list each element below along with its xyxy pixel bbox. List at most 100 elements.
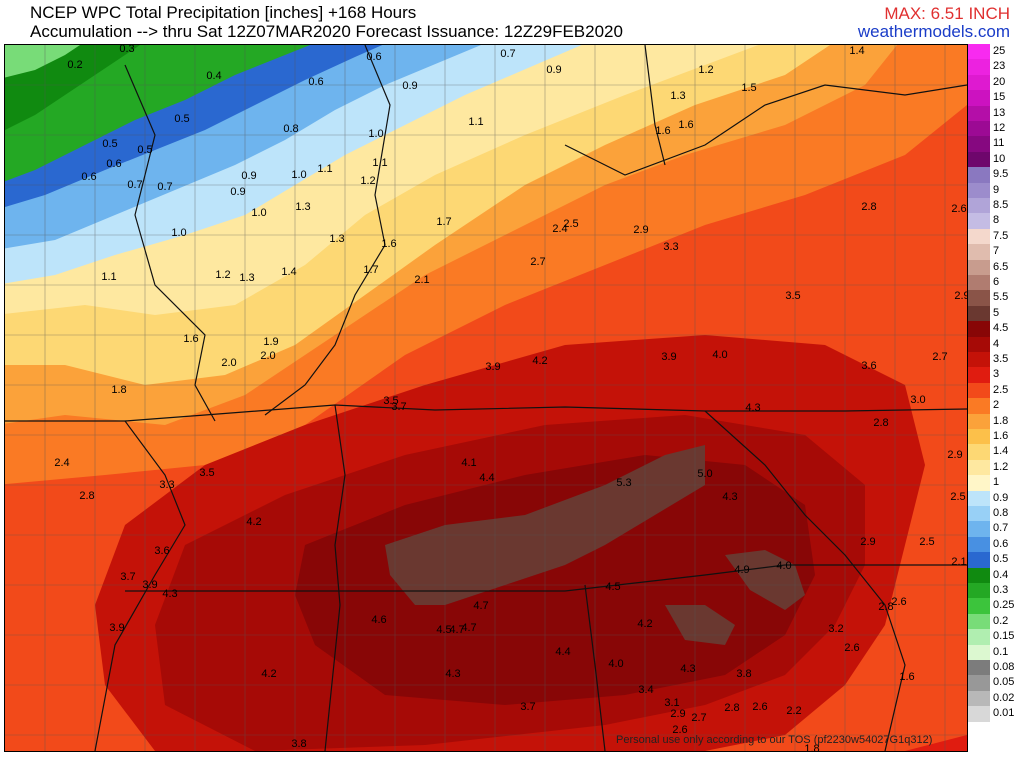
colorbar-label: 1: [993, 476, 1000, 489]
precip-value-label: 4.3: [445, 668, 461, 680]
precip-value-label: 3.9: [661, 351, 677, 363]
precip-value-label: 3.4: [638, 684, 654, 696]
precip-value-label: 1.1: [372, 157, 388, 169]
colorbar-entry: 0.7: [968, 521, 1024, 537]
precip-value-label: 0.2: [67, 59, 83, 71]
colorbar-swatch: [968, 675, 990, 691]
colorbar-label: 1.2: [993, 460, 1009, 473]
colorbar-entry: 15: [968, 90, 1024, 106]
precip-value-label: 4.0: [712, 349, 728, 361]
colorbar-swatch: [968, 228, 990, 245]
precip-value-label: 1.9: [263, 336, 279, 348]
colorbar-label: 0.25: [993, 599, 1015, 612]
precip-value-label: 2.9: [670, 708, 686, 720]
precip-value-label: 3.6: [861, 360, 877, 372]
colorbar-swatch: [968, 444, 990, 460]
precip-value-label: 1.3: [670, 90, 686, 102]
precip-value-label: 2.1: [951, 556, 967, 568]
colorbar-label: 6: [993, 276, 1000, 288]
colorbar-label: 7.5: [993, 229, 1009, 242]
precip-value-label: 1.3: [329, 233, 345, 245]
precip-value-label: 4.7: [449, 624, 465, 636]
precipitation-map: 0.3 0.2 0.4 0.6 0.7 0.9 1.4 1.2 0.6 0.9 1.5 1.3 0.5 0…: [4, 44, 968, 752]
colorbar-swatch: [968, 336, 990, 352]
precip-value-label: 2.9: [947, 449, 963, 461]
precip-value-label: 4.0: [776, 560, 792, 572]
colorbar-label: 3.5: [993, 353, 1009, 365]
precip-value-label: 2.0: [221, 357, 237, 369]
colorbar-entry: 1.6: [968, 429, 1024, 445]
precip-value-label: 4.1: [461, 457, 477, 469]
colorbar-label: 12: [993, 122, 1006, 134]
colorbar-entry: 2: [968, 398, 1024, 414]
precip-value-label: 0.6: [308, 76, 324, 88]
precip-value-label: 1.2: [360, 175, 376, 187]
precip-value-label: 1.7: [363, 264, 379, 276]
precip-value-label: 1.3: [239, 272, 255, 284]
colorbar-label: 5.5: [993, 291, 1009, 304]
precip-value-label: 2.9: [860, 536, 876, 548]
colorbar-swatch: [968, 305, 990, 322]
precip-value-label: 2.9: [954, 290, 967, 302]
precip-value-label: 0.4: [206, 70, 222, 82]
precip-value-label: 0.6: [81, 171, 97, 183]
colorbar-entry: 7.5: [968, 228, 1024, 245]
colorbar-swatch: [968, 552, 990, 568]
colorbar-swatch: [968, 429, 990, 445]
colorbar-label: 0.2: [993, 614, 1009, 627]
precip-value-label: 1.8: [804, 743, 820, 752]
precip-value-label: 0.3: [119, 44, 135, 55]
precip-value-label: 0.8: [283, 123, 299, 135]
precip-value-label: 3.9: [485, 361, 501, 373]
colorbar-entry: 9.5: [968, 167, 1024, 183]
precip-value-label: 2.1: [414, 274, 430, 286]
colorbar-label: 2: [993, 399, 1000, 412]
precip-value-label: 2.8: [878, 601, 894, 613]
precip-value-label: 1.6: [655, 125, 671, 137]
colorbar-label: 0.15: [993, 630, 1015, 643]
precip-value-label: 1.6: [183, 333, 199, 345]
precip-value-label: 1.0: [251, 207, 267, 219]
precip-value-label: 0.9: [546, 64, 562, 76]
colorbar-entry: 0.02: [968, 690, 1024, 707]
colorbar-entry: 0.8: [968, 506, 1024, 522]
colorbar-label: 0.4: [993, 568, 1009, 581]
colorbar-entry: 0.9: [968, 490, 1024, 506]
precip-value-label: 3.8: [291, 738, 307, 750]
precip-value-label: 2.6: [752, 701, 768, 713]
precip-value-label: 4.0: [608, 658, 624, 670]
precip-value-label: 3.7: [120, 571, 136, 583]
colorbar-swatch: [968, 121, 990, 137]
precip-value-label: 4.7: [473, 600, 489, 612]
map-subtitle: Accumulation --> thru Sat 12Z07MAR2020 F…: [30, 22, 623, 41]
colorbar-label: 13: [993, 106, 1006, 119]
colorbar-swatch: [968, 321, 990, 337]
precip-value-label: 3.3: [663, 241, 679, 253]
precip-value-label: 4.3: [722, 491, 738, 503]
colorbar-label: 4.5: [993, 322, 1009, 335]
colorbar-swatch: [968, 583, 990, 599]
colorbar-entry: 0.3: [968, 583, 1024, 599]
precip-value-label: 2.7: [691, 712, 707, 724]
colorbar-swatch: [968, 382, 990, 399]
colorbar-swatch: [968, 105, 990, 121]
colorbar-swatch: [968, 275, 990, 291]
colorbar-label: 0.05: [993, 676, 1015, 689]
precip-value-label: 4.5: [436, 624, 452, 636]
colorbar-swatch: [968, 706, 990, 722]
colorbar-entry: 0.05: [968, 675, 1024, 691]
precip-value-label: 4.6: [371, 614, 387, 626]
precip-value-label: 3.9: [109, 622, 125, 634]
colorbar-label: 25: [993, 45, 1006, 57]
colorbar-label: 0.8: [993, 507, 1009, 519]
precip-value-label: 3.5: [199, 467, 215, 479]
precip-value-label: 0.9: [241, 170, 257, 182]
colorbar-swatch: [968, 136, 990, 152]
precip-value-label: 1.8: [111, 384, 127, 396]
precip-value-label: 4.2: [246, 516, 262, 528]
precip-value-label: 2.8: [861, 201, 877, 213]
map-title: NCEP WPC Total Precipitation [inches] +1…: [30, 3, 417, 22]
colorbar-swatch: [968, 352, 990, 368]
site-link[interactable]: weathermodels.com: [857, 22, 1010, 41]
precip-value-label: 2.5: [563, 218, 579, 230]
